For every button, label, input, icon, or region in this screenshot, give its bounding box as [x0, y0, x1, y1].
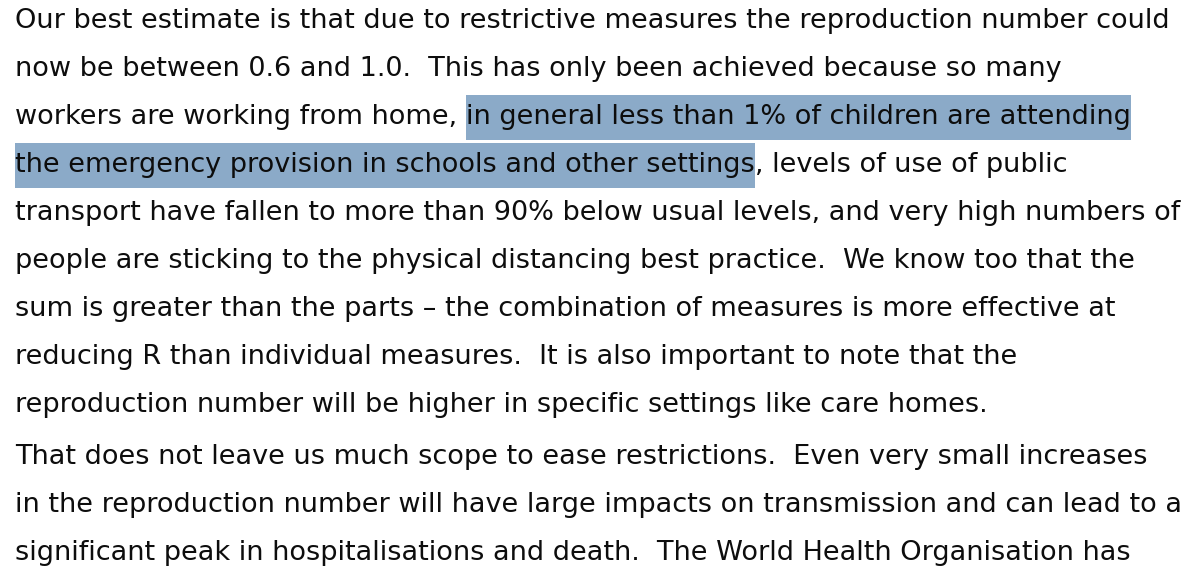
Text: That does not leave us much scope to ease restrictions.  Even very small increas: That does not leave us much scope to eas…	[14, 444, 1147, 470]
Bar	[14, 143, 755, 187]
Text: transport have fallen to more than 90% below usual levels, and very high numbers: transport have fallen to more than 90% b…	[14, 200, 1181, 226]
Text: Our best estimate is that due to restrictive measures the reproduction number co: Our best estimate is that due to restric…	[14, 8, 1170, 34]
Text: now be between 0.6 and 1.0.  This has only been achieved because so many: now be between 0.6 and 1.0. This has onl…	[14, 56, 1062, 82]
Text: workers are working from home,: workers are working from home,	[14, 104, 466, 130]
Text: in the reproduction number will have large impacts on transmission and can lead : in the reproduction number will have lar…	[14, 492, 1182, 518]
Text: sum is greater than the parts – the combination of measures is more effective at: sum is greater than the parts – the comb…	[14, 296, 1116, 322]
Text: , levels of use of public: , levels of use of public	[755, 152, 1067, 178]
Bar	[466, 95, 1130, 140]
Text: significant peak in hospitalisations and death.  The World Health Organisation h: significant peak in hospitalisations and…	[14, 540, 1130, 566]
Text: reducing R than individual measures.  It is also important to note that the: reducing R than individual measures. It …	[14, 344, 1018, 370]
Text: reproduction number will be higher in specific settings like care homes.: reproduction number will be higher in sp…	[14, 392, 988, 418]
Text: the emergency provision in schools and other settings: the emergency provision in schools and o…	[14, 152, 755, 178]
Text: people are sticking to the physical distancing best practice.  We know too that : people are sticking to the physical dist…	[14, 248, 1135, 274]
Text: in general less than 1% of children are attending: in general less than 1% of children are …	[466, 104, 1130, 130]
